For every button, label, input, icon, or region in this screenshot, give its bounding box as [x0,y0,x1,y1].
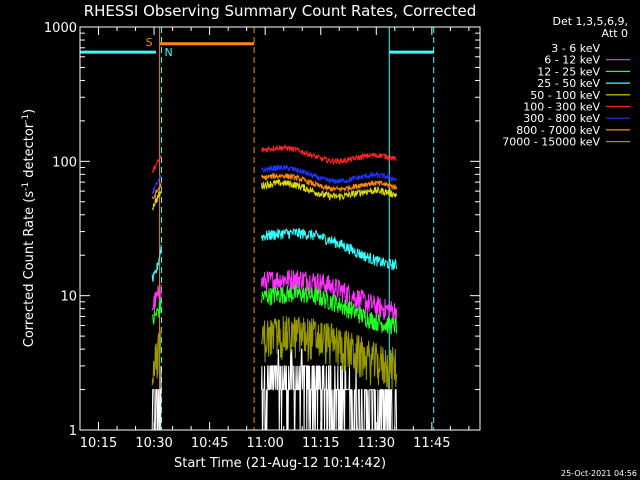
night-label: N [164,46,172,59]
axis-ticks: 10:15 10:30 10:45 11:00 11:15 11:30 11:45 1 10 10… [44,21,480,451]
legend-label-2: 12 - 25 keV [537,65,600,78]
y-axis-label-main: Corrected Count Rate (s [22,191,37,348]
legend-label-7: 800 - 7000 keV [516,124,600,137]
legend-label-0: 3 - 6 keV [551,42,600,55]
x-tick-label-5: 11:30 [358,436,395,451]
series-8-seg-1 [261,315,398,391]
series-4-seg-1 [261,177,398,202]
x-tick-label-3: 11:00 [246,436,283,451]
chart-title: RHESSI Observing Summary Count Rates, Co… [84,2,477,20]
series-5-seg-1 [261,143,397,165]
series-0-seg-0 [151,365,162,431]
y-tick-label-1: 10 [60,290,77,305]
y-tick-label-2: 100 [52,155,77,170]
legend-label-3: 25 - 50 keV [537,77,600,90]
series-2-seg-1 [261,284,398,335]
series-5-seg-0 [152,155,162,173]
x-tick-label-0: 10:15 [80,436,117,451]
legend-label-6: 300 - 800 keV [523,112,600,125]
legend-label-4: 50 - 100 keV [530,89,600,102]
series-1-seg-1 [261,269,398,323]
series-2-seg-0 [152,298,162,325]
series-6-seg-1 [261,164,397,185]
x-tick-label-6: 11:45 [413,436,450,451]
y-axis-label-sup2: -1 [21,114,31,123]
series-4-seg-0 [151,190,162,212]
legend-header-line2: Att 0 [602,27,628,40]
x-axis-label: Start Time (21-Aug-12 10:14:42) [174,456,386,471]
plot-border [79,26,481,431]
timestamp: 25-Oct-2021 04:56 [561,469,637,478]
y-axis-label-mid: detector [22,122,37,182]
y-axis-label-sup1: -1 [21,182,31,191]
legend-label-1: 6 - 12 keV [544,54,600,67]
x-tick-label-4: 11:15 [302,436,339,451]
saa-label: S [146,36,153,49]
series-7-seg-1 [261,171,398,193]
plot-frame [79,26,481,431]
y-axis-label: Corrected Count Rate (s-1 detector-1) [21,109,37,347]
legend-label-8: 7000 - 15000 keV [502,136,600,149]
y-axis-label-end: ) [22,109,37,114]
x-tick-label-2: 10:45 [191,436,228,451]
series-3-seg-0 [151,244,162,282]
series-3-seg-1 [261,227,398,271]
series-8-seg-0 [151,328,162,386]
legend-header-line1: Det 1,3,5,6,9, [552,15,628,28]
series-7-seg-0 [151,183,162,200]
series-0-seg-1 [261,348,398,431]
series-6-seg-0 [151,174,162,195]
x-tick-label-1: 10:30 [135,436,172,451]
legend-label-5: 100 - 300 keV [523,101,600,114]
y-tick-label-3: 1000 [44,21,77,36]
plot-content: SN [79,27,435,431]
y-tick-label-0: 1 [69,424,77,439]
